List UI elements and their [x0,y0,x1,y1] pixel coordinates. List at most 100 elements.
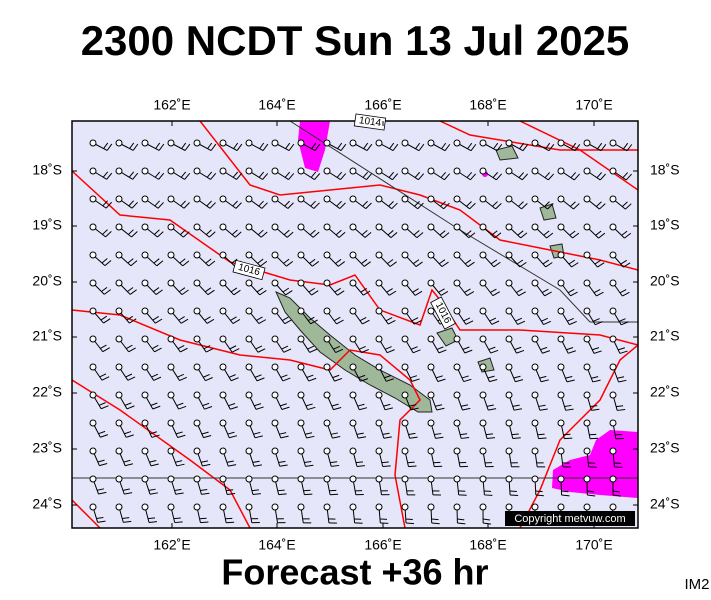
barb-feather [620,321,629,326]
barb-station [557,139,565,147]
barb-station [479,251,487,259]
barb-station [505,391,513,399]
barb-feather [593,288,601,294]
barb-feather [626,144,633,152]
barb-station [609,251,617,259]
barb-station [167,391,175,399]
barb-station [271,503,279,511]
barb-feather [336,200,342,207]
wind-barbs [89,139,633,526]
barb-feather [621,230,628,236]
barb-feather [233,142,239,149]
barb-feather [286,260,294,267]
barb-feather [233,289,241,296]
barb-feather [491,320,500,325]
barb-station [89,503,97,511]
barb-feather [599,203,606,210]
barb-station [219,475,227,483]
barb-feather [126,405,135,410]
barb-feather [391,202,398,210]
barb-feather [130,260,138,267]
barb-feather [278,493,287,496]
barb-station [115,391,123,399]
barb-feather [176,463,185,467]
barb-feather [462,407,471,411]
barb-feather [103,318,111,324]
barb-station [531,391,539,399]
barb-station [583,419,591,427]
barb-feather [359,407,368,411]
barb-feather [256,316,263,321]
barb-feather [619,289,627,294]
barb-feather [591,376,599,379]
barb-feather [467,261,475,268]
barb-station [583,391,591,399]
barb-feather [361,229,368,236]
barb-feather [468,232,476,239]
barb-feather [177,434,186,439]
barb-feather [202,402,210,407]
barb-feather [288,173,295,180]
barb-feather [568,259,576,265]
barb-station [89,167,97,175]
barb-feather [444,173,451,181]
barb-feather [282,377,291,382]
barb-station [453,335,461,343]
barb-feather [257,348,266,353]
barb-station [453,503,461,511]
barb-station [167,475,175,483]
barb-station [141,139,149,147]
barb-station [583,307,591,315]
barb-feather [125,463,134,467]
barb-station [453,391,461,399]
barb-feather [183,231,190,238]
barb-feather [182,260,190,267]
barb-station [297,279,305,287]
barb-feather [617,408,626,411]
barb-feather [331,464,340,467]
barb-feather [124,402,132,406]
barb-feather [567,288,575,294]
barb-feather [355,461,363,464]
barb-feather [258,319,267,325]
barb-feather [308,377,317,382]
barb-feather [178,287,186,293]
barb-feather [359,317,367,322]
barb-station [245,279,253,287]
barb-feather [540,379,549,383]
barb-feather [518,291,526,297]
barb-feather [621,201,628,207]
barb-feather [128,347,136,353]
barb-station [141,391,149,399]
barb-station [219,195,227,203]
barb-station [271,447,279,455]
barb-feather [258,171,265,178]
barb-feather [384,346,392,350]
barb-station [167,503,175,511]
barb-station [375,363,383,371]
lat-label: 23˚S [32,440,62,456]
barb-feather [177,345,185,350]
barb-feather [570,291,578,297]
barb-feather [253,464,262,467]
barb-feather [517,230,524,236]
barb-feather [153,376,162,381]
barb-feather [360,378,369,382]
barb-feather [177,373,184,378]
barb-station [375,391,383,399]
barb-station [375,167,383,175]
barb-station [427,503,435,511]
barb-station [193,447,201,455]
barb-feather [283,348,292,353]
barb-station [427,419,435,427]
barb-station [167,195,175,203]
barb-feather [200,489,208,492]
barb-feather [356,432,364,435]
barb-feather [464,288,471,293]
barb-station [583,223,591,231]
barb-station [271,139,279,147]
barb-station [609,503,617,511]
barb-feather [311,290,319,296]
barb-feather [279,464,288,467]
